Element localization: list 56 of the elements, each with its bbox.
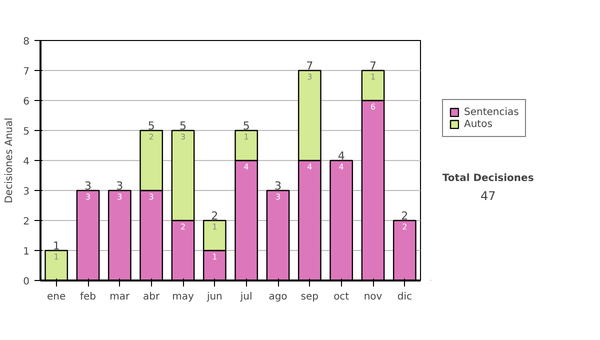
total-label: 7	[306, 60, 314, 72]
x-tick-label: nov	[364, 292, 382, 302]
total-label: 3	[84, 180, 92, 192]
legend-label: Sentencias	[464, 106, 519, 118]
data-label: 4	[244, 162, 249, 172]
total-label: 2	[211, 210, 218, 222]
x-tick-label: abr	[143, 292, 161, 302]
x-tick-label: mar	[110, 292, 131, 302]
text: 47	[480, 188, 496, 203]
data-label: 3	[275, 192, 281, 202]
y-tick-label: 0	[23, 276, 30, 288]
data-label: 2	[180, 222, 186, 232]
x-tick-label: oct	[334, 292, 350, 302]
data-label: 1	[54, 252, 59, 262]
x-tick-label: feb	[80, 292, 96, 302]
y-tick-label: 2	[23, 216, 30, 228]
total-label: 7	[370, 60, 376, 72]
total-label: 5	[242, 120, 250, 132]
y-tick-label: 1	[23, 246, 30, 258]
legend-label: Autos	[464, 118, 492, 130]
total-label: 1	[52, 240, 60, 252]
data-label: 2	[402, 222, 408, 232]
y-tick-label: 4	[23, 156, 30, 168]
x-tick-label: jul	[239, 292, 252, 302]
data-label: 1	[244, 132, 249, 142]
data-label: 4	[338, 162, 344, 172]
x-tick-label: ago	[268, 292, 288, 302]
data-label: 3	[117, 192, 122, 202]
x-tick-label: ene	[47, 292, 66, 302]
y-tick-label: 6	[23, 96, 30, 108]
x-tick-label: dic	[397, 292, 412, 302]
data-label: 1	[370, 72, 376, 82]
total-label: 3	[274, 180, 282, 192]
y-axis-title: Decisiones Anual	[4, 118, 16, 204]
data-label: 3	[85, 192, 91, 202]
data-label: 3	[307, 72, 312, 82]
y-tick-label: 8	[23, 36, 30, 48]
x-tick-label: sep	[300, 292, 319, 302]
total-label: 4	[338, 150, 345, 162]
x-tick-label: may	[172, 292, 194, 302]
total-label: 5	[148, 120, 155, 132]
y-tick-label: 7	[23, 66, 30, 78]
data-label: 4	[307, 162, 312, 172]
total-label: 5	[180, 120, 186, 132]
total-label: 2	[401, 210, 408, 222]
data-label: 2	[148, 132, 154, 142]
y-tick-label: 5	[23, 126, 30, 138]
total-label: 3	[116, 180, 124, 192]
data-label: 1	[212, 252, 218, 262]
data-label: 6	[370, 102, 376, 112]
text: Total Decisiones	[442, 173, 534, 184]
y-tick-label: 3	[23, 186, 30, 198]
data-label: 3	[180, 132, 186, 142]
data-label: 1	[212, 222, 218, 232]
x-tick-label: jun	[206, 292, 222, 302]
data-label: 3	[148, 192, 154, 202]
